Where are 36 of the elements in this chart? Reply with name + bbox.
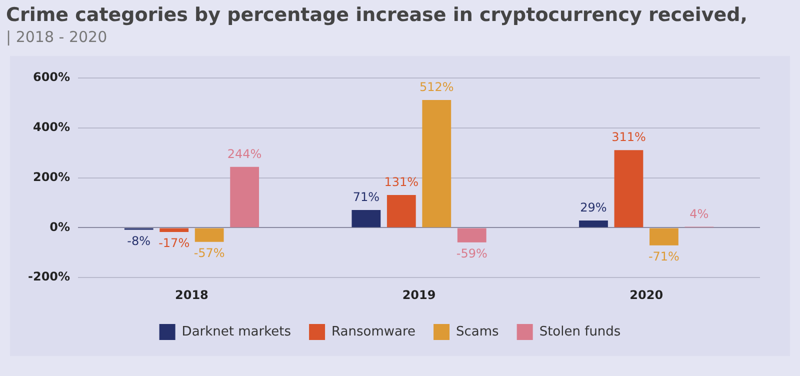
bar [457,228,486,242]
bar [352,210,381,228]
y-tick-label: 0% [50,220,70,234]
data-label: 244% [227,146,262,161]
y-tick-label: 400% [32,120,70,134]
bar [614,150,644,228]
x-tick-label: 2020 [630,288,664,302]
x-tick-label: 2019 [402,288,436,302]
legend-label: Stolen funds [539,324,621,340]
legend-label: Ransomware [332,324,416,340]
y-tick-label: -200% [28,270,70,284]
data-label: 512% [419,80,454,94]
data-label: -71% [648,250,680,264]
data-label: 71% [352,190,380,204]
bar [386,195,416,228]
bar [194,228,224,242]
chart-subtitle: | 2018 - 2020 [5,28,108,46]
y-tick-label: 600% [32,70,70,84]
bar [230,166,260,228]
data-label: 29% [580,200,607,215]
legend-label: Scams [456,324,500,340]
data-label: -17% [158,236,190,250]
bar [650,228,678,246]
data-label: 131% [384,175,419,190]
legend-label: Darknet markets [182,324,292,340]
data-label: -8% [127,234,151,248]
bar [422,100,452,228]
bar [579,220,608,228]
x-tick-label: 2018 [175,288,208,302]
data-label: -57% [194,246,225,260]
chart-title: Crime categories by percentage increase in cryptocurrency received, [5,4,748,26]
data-label: 4% [690,206,709,221]
y-tick-label: 200% [32,170,70,184]
bar [160,228,189,232]
data-label: 311% [612,130,646,144]
data-label: -59% [456,246,488,261]
